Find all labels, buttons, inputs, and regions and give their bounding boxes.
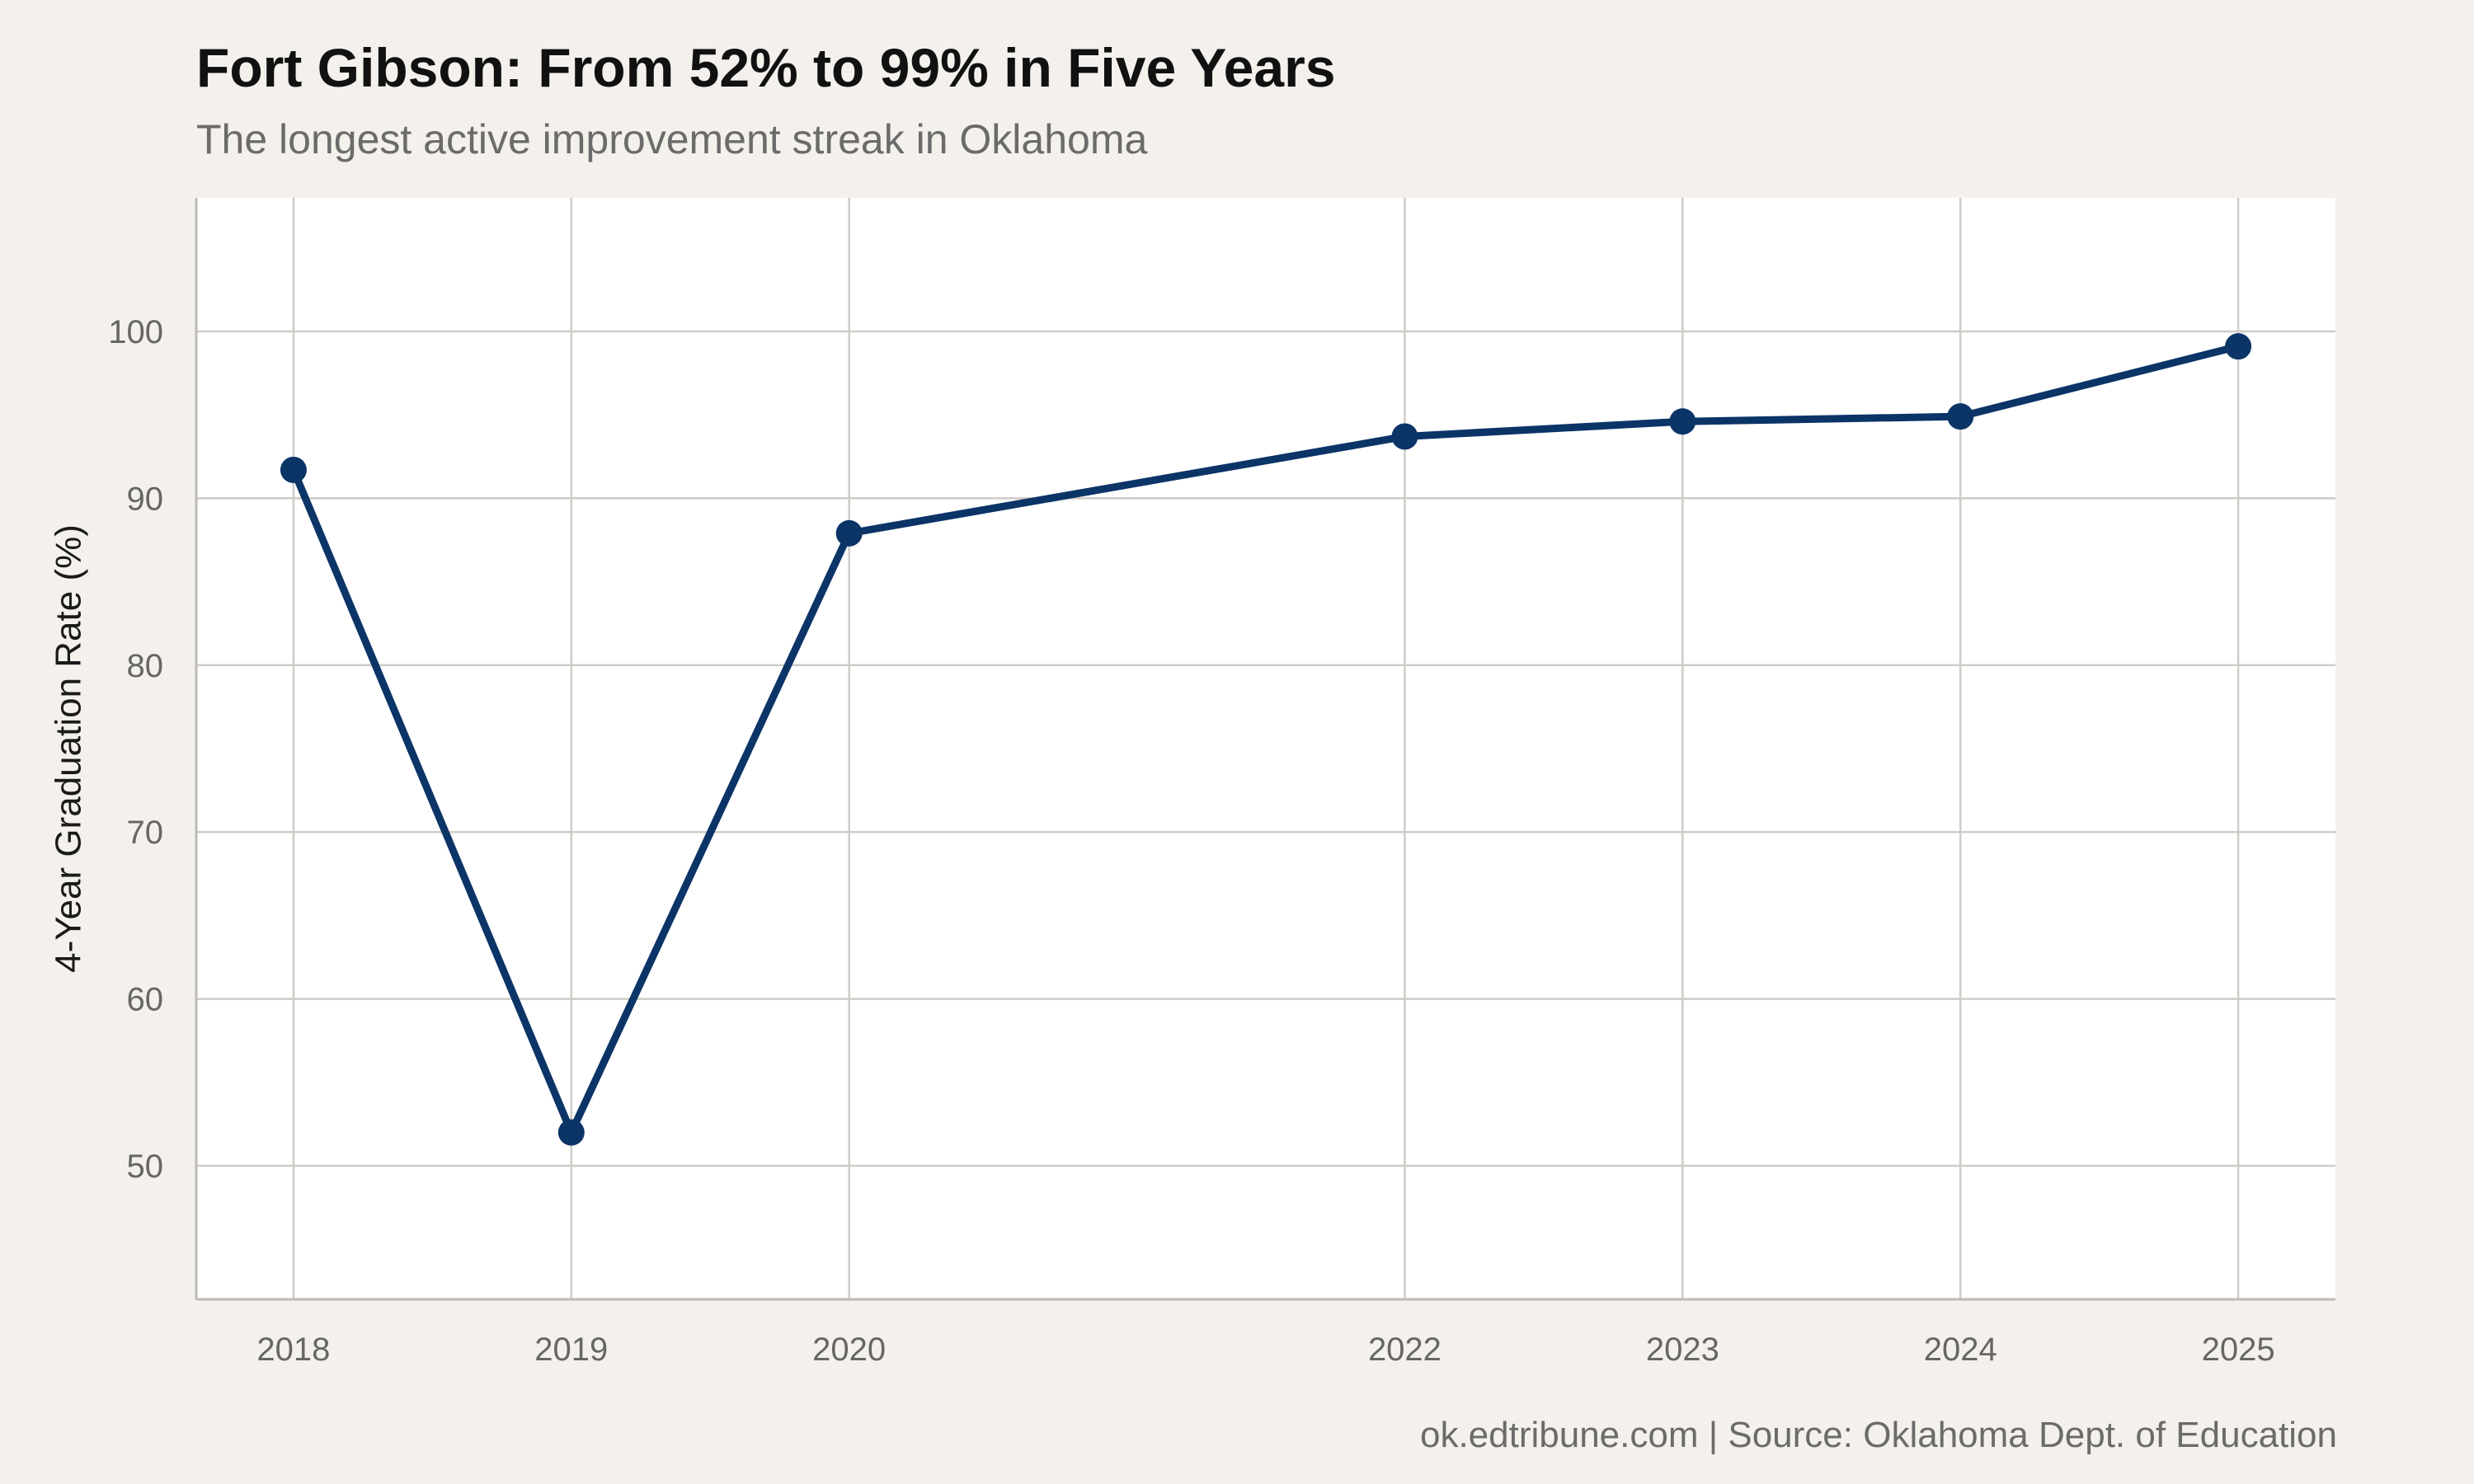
- x-tick-label: 2022: [1368, 1331, 1442, 1368]
- data-point: [835, 519, 863, 547]
- x-tick-label: 2023: [1646, 1331, 1719, 1368]
- axes: [195, 198, 2335, 1301]
- y-axis-title: 4-Year Graduation Rate (%): [49, 524, 89, 973]
- y-tick-label: 90: [127, 481, 164, 517]
- x-tick-label: 2024: [1924, 1331, 1997, 1368]
- y-tick-label: 60: [127, 982, 164, 1018]
- y-tick-labels: 50 60 70 80 90 100: [108, 314, 163, 1185]
- data-point: [1947, 403, 1974, 430]
- x-tick-label: 2019: [534, 1331, 608, 1368]
- x-tick-labels: 2018 2019 2020 2022 2023 2024 2025: [256, 1331, 2274, 1368]
- source-caption: ok.edtribune.com | Source: Oklahoma Dept…: [1419, 1415, 2337, 1455]
- y-tick-label: 70: [127, 815, 164, 851]
- chart-title: Fort Gibson: From 52% to 99% in Five Yea…: [196, 37, 1336, 98]
- x-tick-label: 2025: [2202, 1331, 2275, 1368]
- data-series: [280, 333, 2252, 1146]
- y-tick-label: 100: [108, 314, 163, 350]
- plot-panel: [196, 198, 2335, 1299]
- data-point: [557, 1119, 585, 1146]
- y-tick-label: 80: [127, 648, 164, 684]
- x-tick-label: 2020: [812, 1331, 886, 1368]
- x-tick-label: 2018: [256, 1331, 330, 1368]
- data-point: [2225, 333, 2252, 360]
- chart-subtitle: The longest active improvement streak in…: [196, 116, 1148, 162]
- data-point: [1669, 408, 1696, 435]
- y-tick-label: 50: [127, 1148, 164, 1185]
- y-gridlines: [196, 330, 2335, 1167]
- data-point: [1391, 423, 1418, 450]
- data-point: [280, 456, 307, 483]
- x-gridlines: [292, 198, 2240, 1299]
